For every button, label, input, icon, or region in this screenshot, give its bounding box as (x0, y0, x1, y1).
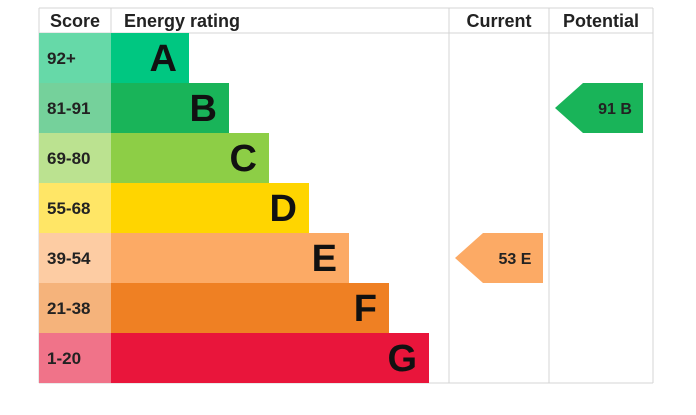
band-letter-e: E (312, 238, 337, 280)
rating-bands: 92+ A 81-91 B 69-80 C 55-68 D 39-54 E 21-38 F 1-20 G (39, 33, 429, 383)
score-label-b: 81-91 (47, 99, 90, 118)
potential-rating-label: 91 B (598, 101, 632, 118)
score-label-d: 55-68 (47, 199, 90, 218)
band-bar-f (111, 283, 389, 333)
band-bar-e (111, 233, 349, 283)
band-letter-d: D (270, 188, 297, 230)
score-header: Score (50, 11, 100, 31)
band-letter-a: A (150, 38, 177, 80)
score-cell-b (39, 83, 111, 133)
rating-markers: 53 E 91 B (455, 83, 643, 283)
score-label-g: 1-20 (47, 349, 81, 368)
band-bar-b (111, 83, 229, 133)
current-rating-arrow (455, 233, 543, 283)
score-label-f: 21-38 (47, 299, 90, 318)
score-cell-f (39, 283, 111, 333)
band-bar-d (111, 183, 309, 233)
band-bar-c (111, 133, 269, 183)
energy-rating-header: Energy rating (124, 11, 240, 31)
score-cell-a (39, 33, 111, 83)
band-bar-g (111, 333, 429, 383)
band-letter-c: C (230, 138, 257, 180)
score-cell-e (39, 233, 111, 283)
score-label-a: 92+ (47, 49, 76, 68)
band-bar-a (111, 33, 189, 83)
score-cell-c (39, 133, 111, 183)
score-label-e: 39-54 (47, 249, 91, 268)
band-letter-f: F (354, 288, 377, 330)
score-cell-g (39, 333, 111, 383)
score-label-c: 69-80 (47, 149, 90, 168)
potential-header: Potential (563, 11, 639, 31)
score-cell-d (39, 183, 111, 233)
current-rating-label: 53 E (499, 251, 532, 268)
current-header: Current (466, 11, 531, 31)
band-letter-b: B (190, 88, 217, 130)
potential-rating-arrow (555, 83, 643, 133)
band-letter-g: G (387, 338, 417, 380)
